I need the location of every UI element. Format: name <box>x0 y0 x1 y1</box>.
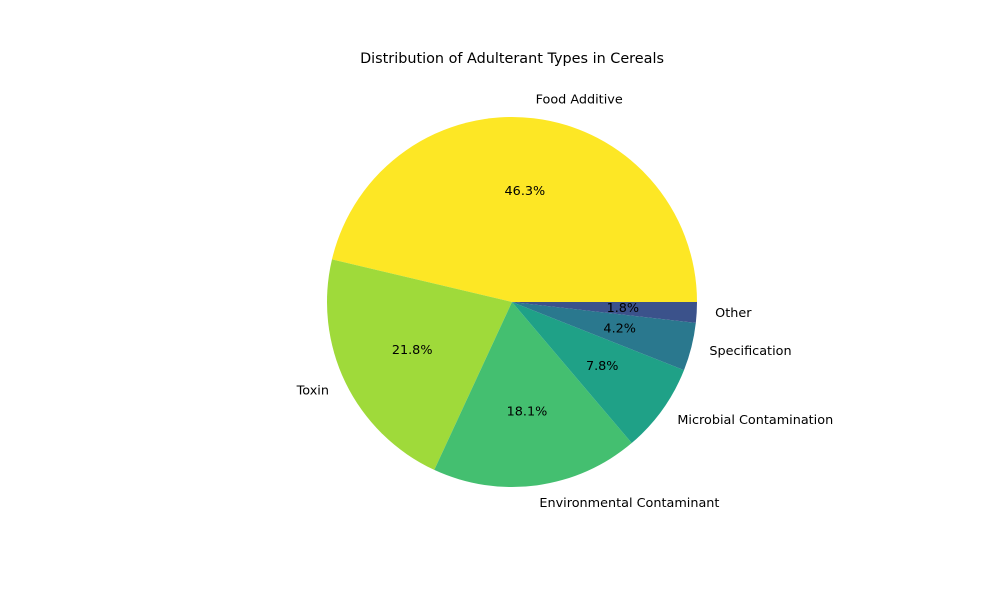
pct-label-specification: 4.2% <box>603 321 636 336</box>
pie-slice-toxin <box>327 259 512 470</box>
slice-label-toxin: Toxin <box>296 383 329 398</box>
pct-label-food-additive: 46.3% <box>505 184 546 199</box>
pct-label-environmental-contaminant: 18.1% <box>507 404 548 419</box>
pie-slice-food-additive <box>331 116 697 302</box>
pie-slice-environmental-contaminant <box>434 302 632 487</box>
pie-slice-other <box>512 302 697 323</box>
slice-label-food-additive: Food Additive <box>536 92 623 107</box>
pie-labels: Food Additive 46.3% Toxin 21.8% Environmenta… <box>296 92 834 511</box>
chart-title: Distribution of Adulterant Types in Cere… <box>360 51 664 67</box>
pie-slices <box>327 116 697 487</box>
pie-slice-microbial-contamination <box>512 302 685 444</box>
pct-label-microbial-contamination: 7.8% <box>586 359 619 374</box>
slice-label-specification: Specification <box>709 344 791 359</box>
slice-label-environmental-contaminant: Environmental Contaminant <box>539 496 719 511</box>
slice-label-other: Other <box>715 306 752 321</box>
slice-label-microbial-contamination: Microbial Contamination <box>677 413 833 428</box>
pie-slice-specification <box>512 302 696 371</box>
pct-label-toxin: 21.8% <box>392 343 433 358</box>
pct-label-other: 1.8% <box>607 301 640 316</box>
